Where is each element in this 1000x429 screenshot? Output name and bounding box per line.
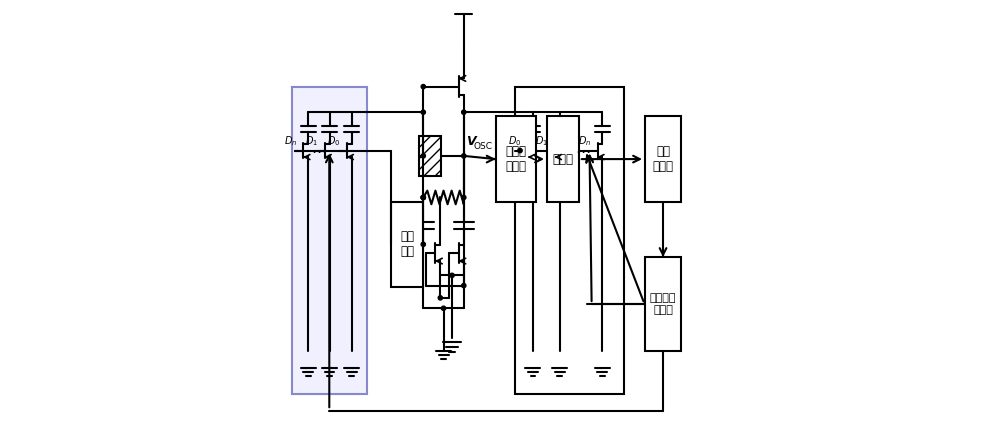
Bar	[645, 257, 681, 351]
Circle shape	[421, 154, 425, 158]
Text: $D_1$: $D_1$	[535, 135, 548, 148]
Circle shape	[421, 85, 425, 89]
Circle shape	[450, 273, 454, 278]
Text: 分频器: 分频器	[552, 153, 573, 166]
Bar	[391, 202, 423, 287]
Circle shape	[462, 284, 466, 288]
Bar	[515, 87, 624, 393]
Circle shape	[441, 306, 446, 311]
Text: 非易失性
存储器: 非易失性 存储器	[650, 293, 676, 315]
Text: $D_1$: $D_1$	[305, 135, 318, 148]
Circle shape	[462, 110, 466, 115]
Circle shape	[421, 195, 425, 199]
Text: $D_0$: $D_0$	[508, 135, 522, 148]
Bar	[496, 116, 536, 202]
Circle shape	[462, 154, 466, 158]
Text: $D_n$: $D_n$	[578, 135, 591, 148]
Text: $\cdots$: $\cdots$	[575, 143, 591, 158]
Text: $\cdots$: $\cdots$	[311, 143, 327, 158]
Circle shape	[421, 195, 425, 199]
Bar	[645, 116, 681, 202]
Bar	[547, 116, 579, 202]
Circle shape	[421, 195, 425, 199]
Circle shape	[438, 296, 442, 300]
Text: OSC: OSC	[474, 142, 493, 151]
Circle shape	[462, 195, 466, 199]
Circle shape	[421, 110, 425, 115]
Text: $D_0$: $D_0$	[327, 135, 340, 148]
Circle shape	[518, 148, 522, 153]
Bar	[292, 87, 367, 393]
Text: V: V	[466, 135, 476, 148]
Circle shape	[421, 242, 425, 247]
Text: 输出缓
冲电路: 输出缓 冲电路	[505, 145, 526, 173]
Text: 温度
传感器: 温度 传感器	[653, 145, 674, 173]
Text: $D_n$: $D_n$	[284, 135, 297, 148]
Bar	[419, 136, 441, 176]
Text: 偏置
电路: 偏置 电路	[400, 230, 414, 258]
